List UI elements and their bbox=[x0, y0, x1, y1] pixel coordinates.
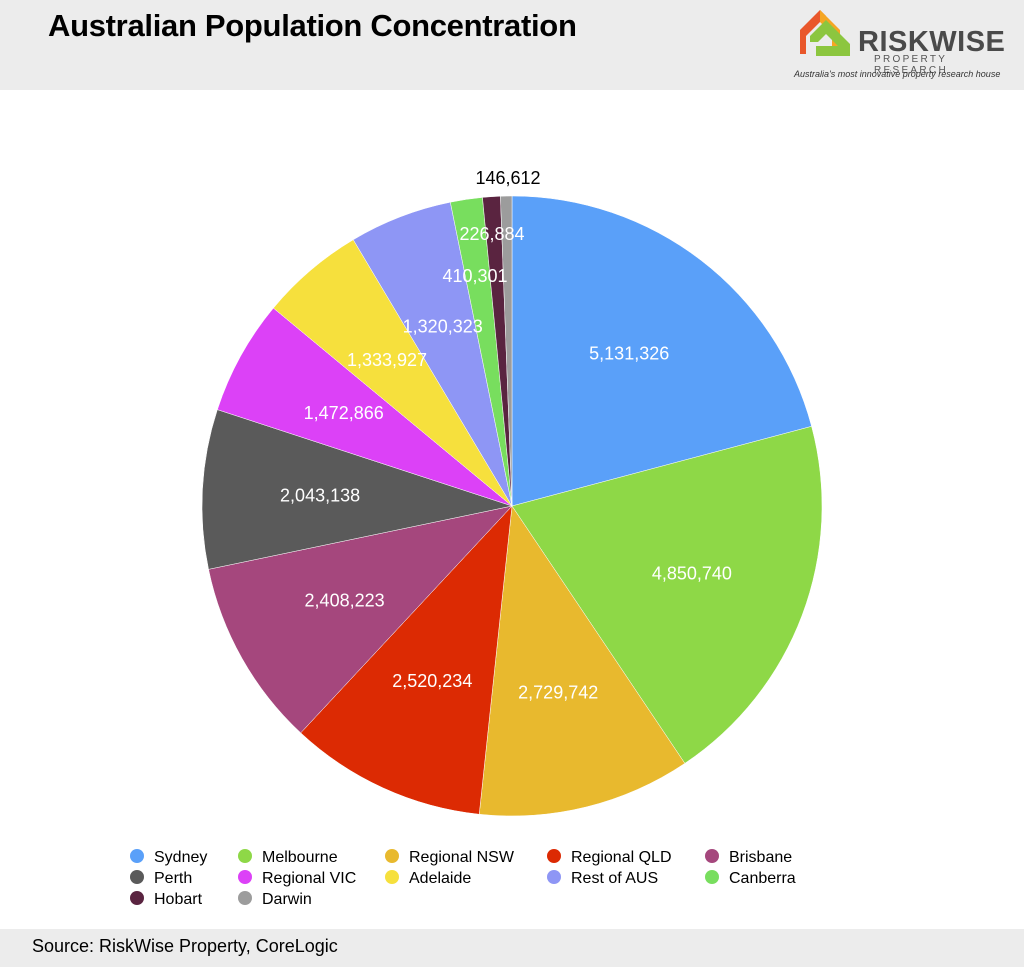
footer-bar: Source: RiskWise Property, CoreLogic bbox=[0, 929, 1024, 967]
slice-value-label: 4,850,740 bbox=[652, 564, 732, 584]
legend-label: Melbourne bbox=[262, 849, 338, 866]
pie-labels: 5,131,326 4,850,740 2,729,742 2,520,234 2,40… bbox=[280, 168, 732, 703]
slice-value-label: 1,472,866 bbox=[304, 403, 384, 423]
pie-slice-darwin bbox=[500, 195, 513, 507]
legend-label: Sydney bbox=[154, 849, 208, 866]
legend-label: Brisbane bbox=[729, 849, 793, 866]
legend-item: Adelaide bbox=[385, 869, 471, 889]
pie-chart: 5,131,326 4,850,740 2,729,742 2,520,234 2,40… bbox=[201, 168, 823, 817]
legend-swatch bbox=[705, 870, 719, 885]
legend-swatch bbox=[547, 870, 561, 885]
pie-slice-melbourne bbox=[511, 426, 823, 764]
legend-swatch bbox=[385, 849, 399, 864]
legend-swatch bbox=[238, 849, 252, 864]
legend-swatch bbox=[547, 849, 561, 864]
slice-value-label: 2,043,138 bbox=[280, 485, 360, 505]
legend-label: Perth bbox=[154, 870, 193, 887]
legend-item: Regional NSW bbox=[385, 848, 514, 868]
legend-item: Melbourne bbox=[238, 848, 338, 868]
pie-slices bbox=[201, 195, 823, 817]
legend-label: Canberra bbox=[729, 870, 796, 887]
legend-label: Hobart bbox=[154, 891, 203, 908]
house-logo-icon bbox=[800, 10, 850, 56]
header-bar: Australian Population Concentration RISK… bbox=[0, 0, 1024, 90]
riskwise-logo: RISKWISE PROPERTY RESEARCH Australia's m… bbox=[794, 6, 1010, 84]
legend-item: Rest of AUS bbox=[547, 869, 658, 889]
logo-tagline: Australia's most innovative property res… bbox=[794, 69, 1001, 79]
legend-swatch bbox=[238, 891, 252, 906]
pie-slice-regional-nsw bbox=[478, 505, 686, 817]
legend-item: Regional VIC bbox=[238, 869, 356, 889]
slice-value-label: 2,729,742 bbox=[518, 683, 598, 703]
slice-value-label: 1,320,323 bbox=[403, 317, 483, 337]
legend-item: Canberra bbox=[705, 869, 796, 889]
legend-label: Regional QLD bbox=[571, 849, 672, 866]
logo-name: RISKWISE bbox=[858, 26, 1006, 58]
slice-value-label: 146,612 bbox=[475, 168, 540, 188]
legend-item: Hobart bbox=[130, 890, 202, 910]
legend-swatch bbox=[705, 849, 719, 864]
source-note: Source: RiskWise Property, CoreLogic bbox=[32, 936, 338, 956]
pie-slice-regional-qld bbox=[300, 505, 513, 815]
legend-item: Perth bbox=[130, 869, 192, 889]
slice-value-label: 1,333,927 bbox=[347, 350, 427, 370]
legend-item: Darwin bbox=[238, 890, 312, 910]
legend-item: Brisbane bbox=[705, 848, 792, 868]
chart-title: Australian Population Concentration bbox=[48, 8, 577, 43]
legend-label: Rest of AUS bbox=[571, 870, 659, 887]
legend-label: Regional NSW bbox=[409, 849, 514, 866]
slice-value-label: 2,408,223 bbox=[305, 590, 385, 610]
logo-subtitle: PROPERTY RESEARCH bbox=[874, 54, 948, 76]
legend-label: Adelaide bbox=[409, 870, 472, 887]
slice-value-label: 2,520,234 bbox=[392, 671, 472, 691]
legend-swatch bbox=[385, 870, 399, 885]
legend-label: Darwin bbox=[262, 891, 312, 908]
legend: Sydney Melbourne Regional NSW Regional QLD B… bbox=[130, 848, 850, 912]
legend-swatch bbox=[130, 891, 144, 906]
slice-value-label: 5,131,326 bbox=[589, 344, 669, 364]
pie-slice-sydney bbox=[511, 195, 812, 507]
legend-swatch bbox=[130, 870, 144, 885]
slice-value-label: 410,301 bbox=[442, 266, 507, 286]
pie-slice-brisbane bbox=[208, 505, 513, 734]
legend-item: Regional QLD bbox=[547, 848, 672, 868]
legend-swatch bbox=[238, 870, 252, 885]
legend-swatch bbox=[130, 849, 144, 864]
pie-slice-perth bbox=[201, 409, 513, 570]
legend-item: Sydney bbox=[130, 848, 207, 868]
slice-value-label: 226,884 bbox=[459, 224, 524, 244]
legend-label: Regional VIC bbox=[262, 870, 357, 887]
